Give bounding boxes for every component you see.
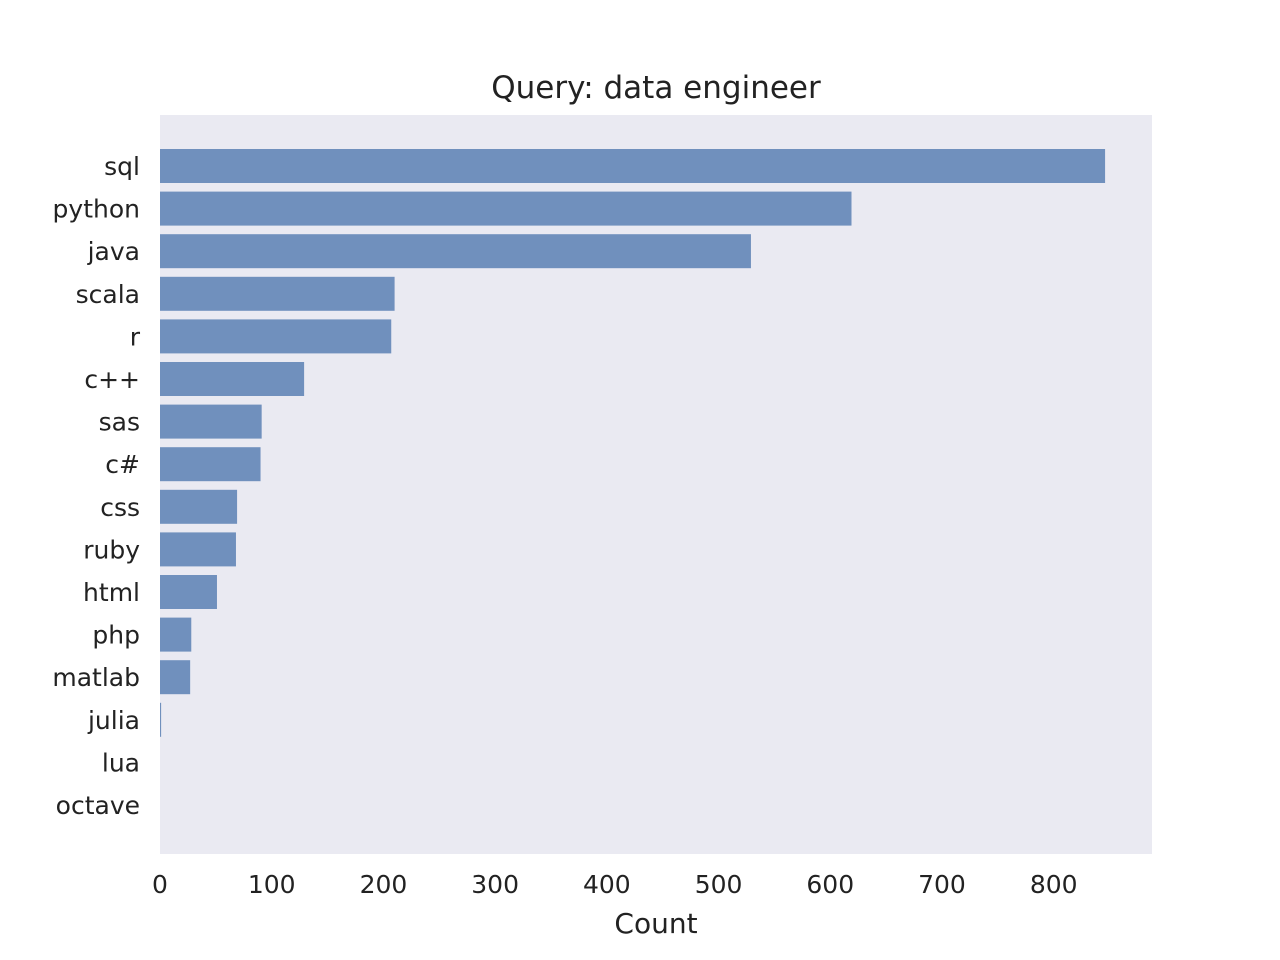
category-label-c#: c# (105, 450, 140, 479)
x-tick-label: 200 (360, 870, 408, 899)
bar-html (160, 575, 217, 609)
category-labels: sql python java scala r c++ sas c# css ruby html ph… (52, 152, 140, 820)
category-label-sql: sql (104, 152, 140, 181)
x-tick-label: 500 (695, 870, 743, 899)
bar-sql (160, 149, 1106, 183)
category-label-lua: lua (102, 748, 140, 777)
x-tick-label: 100 (248, 870, 296, 899)
bar-php (160, 617, 192, 652)
category-label-r: r (130, 322, 141, 351)
category-label-c++: c++ (84, 365, 140, 394)
x-tick-label: 600 (806, 870, 854, 899)
x-tick-label: 700 (918, 870, 966, 899)
bar-python (160, 191, 852, 226)
bar-java (160, 234, 751, 269)
category-label-sas: sas (99, 408, 140, 437)
category-label-julia: julia (87, 706, 140, 735)
bar-c# (160, 447, 261, 482)
category-label-matlab: matlab (52, 663, 140, 692)
category-label-java: java (87, 237, 140, 266)
x-tick-label: 300 (471, 870, 519, 899)
bar-css (160, 489, 238, 524)
bars-group (160, 149, 1106, 737)
chart-title: Query: data engineer (491, 70, 821, 106)
x-tick-labels: 0 100 200 300 400 500 600 700 800 (152, 870, 1078, 899)
bar-r (160, 319, 392, 354)
category-label-css: css (100, 493, 140, 522)
plot-area (160, 115, 1152, 854)
bar-scala (160, 276, 395, 311)
category-label-python: python (53, 195, 140, 224)
category-label-html: html (83, 578, 140, 607)
x-tick-label: 0 (152, 870, 168, 899)
category-label-ruby: ruby (83, 535, 140, 564)
category-label-scala: scala (76, 280, 140, 309)
bar-julia (160, 702, 162, 737)
category-label-php: php (92, 621, 140, 650)
bar-c++ (160, 362, 305, 396)
category-label-octave: octave (56, 791, 140, 820)
x-tick-label: 400 (583, 870, 631, 899)
x-axis-label: Count (614, 907, 697, 940)
bar-sas (160, 404, 262, 439)
x-tick-label: 800 (1030, 870, 1078, 899)
bar-ruby (160, 532, 236, 567)
bar-matlab (160, 660, 191, 695)
